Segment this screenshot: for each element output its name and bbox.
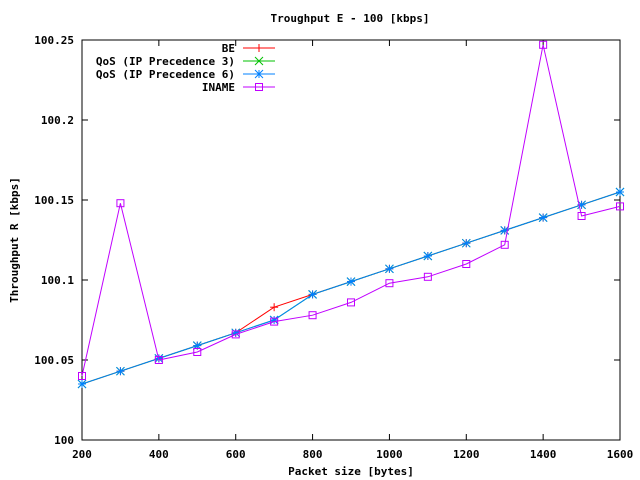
data-point [423, 251, 433, 261]
data-point [193, 348, 202, 356]
y-tick-label: 100.25 [34, 34, 74, 47]
data-point [461, 238, 471, 248]
x-tick-label: 800 [303, 448, 323, 461]
data-point [269, 315, 279, 325]
data-point [346, 277, 356, 286]
y-tick-label: 100.2 [41, 114, 74, 127]
data-point [77, 379, 87, 389]
y-tick-label: 100 [54, 434, 74, 447]
data-point [423, 272, 432, 281]
x-tick-label: 1200 [453, 448, 480, 461]
x-axis-label: Packet size [bytes] [288, 465, 414, 478]
data-point [255, 44, 263, 52]
legend-entry: QoS (IP Precedence 3) [96, 55, 275, 68]
data-point [270, 317, 279, 326]
data-point [270, 303, 279, 312]
legend-label: INAME [202, 81, 235, 94]
y-tick-label: 100.05 [34, 354, 74, 367]
data-point [308, 311, 317, 320]
legend-label: BE [222, 42, 235, 55]
series-line [81, 44, 621, 377]
data-point [254, 69, 264, 79]
x-tick-label: 400 [149, 448, 169, 461]
x-tick-label: 600 [226, 448, 246, 461]
data-point [615, 187, 625, 197]
legend-entry: QoS (IP Precedence 6) [96, 68, 275, 81]
data-point [577, 212, 586, 220]
series-2 [77, 187, 625, 389]
y-axis-label: Throughput R [kbps] [8, 177, 21, 303]
data-point [116, 199, 125, 208]
data-point [254, 56, 264, 66]
plot-frame [81, 39, 621, 441]
chart-title: Troughput E - 100 [kbps] [271, 12, 430, 25]
data-point [78, 372, 86, 380]
data-point [116, 366, 125, 376]
data-point [308, 290, 317, 299]
data-point [385, 264, 394, 274]
data-point [154, 356, 163, 364]
legend-label: QoS (IP Precedence 3) [96, 55, 235, 68]
x-tick-label: 1400 [530, 448, 557, 461]
y-tick-label: 100.1 [41, 274, 74, 287]
data-point [385, 279, 394, 288]
x-tick-label: 200 [72, 448, 92, 461]
data-point [500, 240, 509, 249]
data-point [539, 40, 548, 49]
series-layer [77, 40, 625, 389]
data-point [616, 202, 624, 211]
series-3 [78, 40, 624, 380]
data-point [255, 83, 263, 91]
data-point [538, 213, 548, 222]
legend-entry: BE [222, 42, 275, 55]
data-point [231, 330, 240, 339]
data-point [462, 260, 471, 268]
data-point [347, 298, 355, 307]
legend-label: QoS (IP Precedence 6) [96, 68, 235, 81]
legend-entry: INAME [202, 81, 275, 94]
y-tick-label: 100.15 [34, 194, 74, 207]
x-tick-label: 1000 [376, 448, 403, 461]
axes-ticks: 200 400 600 800 1000 1200 1400 1600 100 100.05 100… [34, 34, 633, 461]
x-tick-label: 1600 [607, 448, 634, 461]
